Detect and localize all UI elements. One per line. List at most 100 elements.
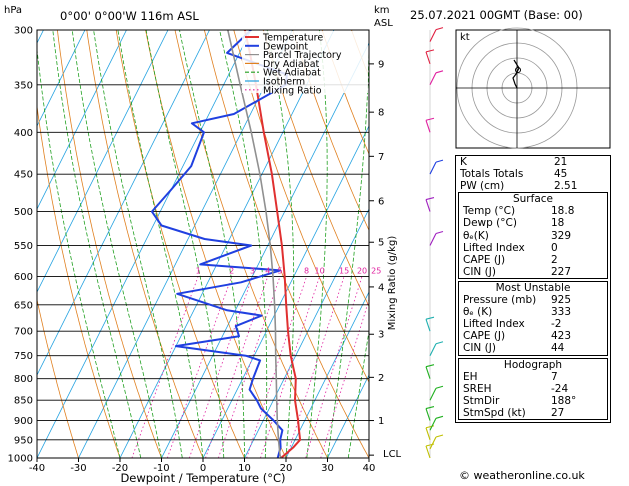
x-tick-label: 40 (363, 463, 376, 474)
wind-barb-flag (425, 197, 435, 201)
wind-barb-flag (435, 70, 444, 74)
wind-barb (429, 387, 437, 401)
isotherm-line (327, 374, 369, 458)
hodograph-stat-value: -24 (551, 382, 569, 395)
hodograph-stat-label: StmDir (463, 394, 500, 407)
km-tick-label: 2 (378, 373, 384, 384)
wind-barb (429, 418, 437, 431)
wet-adiabat-line (347, 328, 369, 458)
mixing-ratio-label: 3 (250, 266, 255, 275)
x-axis-title: Dewpoint / Temperature (°C) (120, 471, 285, 485)
most-unstable-row: Pressure (mb) 925 (459, 294, 607, 306)
isotherm-line (119, 30, 335, 458)
most-unstable-value: 423 (551, 330, 572, 343)
most-unstable-title: Most Unstable (495, 281, 571, 294)
x-tick-label: 30 (321, 463, 334, 474)
legend-entry: Parcel Trajectory (263, 50, 342, 61)
wind-barb-flag (425, 364, 435, 368)
wind-barb-flag (435, 415, 444, 419)
wind-barb (425, 319, 431, 332)
surface-row: Dewp (°C) 18 (459, 217, 607, 229)
hodograph-stat-value: 188° (551, 394, 577, 407)
mixing-ratio-label: 2 (229, 266, 234, 275)
wind-barb-flag (435, 385, 444, 389)
wind-barb (425, 445, 431, 459)
wind-barb (429, 343, 437, 356)
isotherm-line (37, 30, 127, 210)
legend-bg (242, 31, 368, 93)
wet-adiabat-line (145, 30, 225, 458)
hodograph-stat-value: 27 (551, 406, 565, 419)
legend-entry: Dewpoint (263, 41, 308, 52)
mixing-ratio-line (320, 298, 369, 458)
legend-entry: Mixing Ratio (263, 85, 322, 96)
series-dewpoint (150, 30, 288, 458)
surface-row: CIN (J) 227 (459, 266, 607, 278)
wind-barb-flag (425, 406, 435, 410)
pressure-tick-label: 450 (14, 170, 33, 181)
x-tick-label: 20 (280, 463, 293, 474)
dry-adiabat-line (233, 30, 369, 383)
hodograph-stat-label: EH (463, 370, 478, 383)
legend-entry: Temperature (262, 33, 323, 44)
most-unstable-box: Most Unstable Pressure (mb) 925 θₑ (K) 333 L… (458, 280, 608, 356)
mixing-ratio-label: 20 (357, 266, 367, 275)
pressure-tick-label: 600 (14, 272, 33, 283)
pressure-tick-label: 400 (14, 128, 33, 139)
isotherm-line (202, 125, 369, 458)
x-tick-label: -10 (153, 463, 169, 474)
wet-adiabat-line (327, 30, 369, 458)
most-unstable-value: -2 (551, 318, 562, 331)
most-unstable-row: θₑ (K) 333 (459, 306, 607, 318)
pressure-tick-label: 300 (14, 26, 33, 37)
dry-adiabat-line (174, 30, 328, 458)
pressure-tick-label: 350 (14, 80, 33, 91)
dry-adiabat-line (203, 30, 369, 458)
hodograph-stat-row: StmDir 188° (459, 395, 607, 407)
hodograph-trace (512, 59, 520, 89)
index-label: K (460, 156, 467, 168)
wind-barb (429, 233, 437, 246)
km-tick-label: 7 (378, 152, 384, 163)
km-tick-label: 4 (378, 282, 384, 293)
index-label: Totals Totals (460, 168, 524, 181)
x-tick-label: -30 (70, 463, 86, 474)
hodograph-stat-row: EH 7 (459, 371, 607, 383)
km-tick-label: 6 (378, 196, 384, 207)
asl-unit-label: ASL (374, 18, 393, 29)
surface-label: θₑ(K) (463, 229, 489, 242)
series-temperature (243, 30, 302, 458)
wind-barb (429, 161, 437, 175)
km-tick-label: 8 (378, 108, 384, 119)
wind-barb (425, 120, 431, 133)
wind-barb (429, 29, 437, 42)
location-title: 0°00' 0°00'W 116m ASL (60, 9, 199, 23)
surface-value: 2 (551, 253, 558, 266)
dry-adiabat-line (115, 30, 245, 458)
hodograph-stats-box: Hodograph EH 7 SREH -24 StmDir 188° StmSpd (kt… (458, 357, 608, 420)
pressure-tick-label: 900 (14, 416, 33, 427)
mixing-ratio-label: 8 (304, 266, 309, 275)
mixing-ratio-line (286, 276, 345, 458)
dry-adiabat-line (56, 30, 162, 458)
wet-adiabat-line (71, 30, 162, 458)
hodograph-stat-row: StmSpd (kt) 27 (459, 407, 607, 419)
index-row: K 21 (456, 156, 610, 168)
most-unstable-label: Lifted Index (463, 318, 525, 331)
hodograph-storm-motion (515, 67, 521, 73)
lcl-label: LCL (383, 449, 402, 460)
km-tick-label: 5 (378, 238, 384, 249)
credit-label: © weatheronline.co.uk (459, 469, 585, 482)
series-parcel-trajectory (227, 30, 282, 458)
hodograph-stat-value: 7 (551, 370, 558, 383)
wind-barb-flag (435, 434, 444, 438)
surface-label: Temp (°C) (463, 205, 516, 218)
km-tick-label: 3 (378, 330, 384, 341)
wet-adiabat-line (93, 30, 183, 458)
most-unstable-label: CIN (J) (463, 342, 496, 355)
km-unit-label: km (374, 5, 390, 16)
isotherm-line (37, 30, 86, 127)
wind-barb (425, 199, 431, 212)
index-value: 45 (554, 168, 568, 181)
dry-adiabat-line (321, 30, 369, 156)
